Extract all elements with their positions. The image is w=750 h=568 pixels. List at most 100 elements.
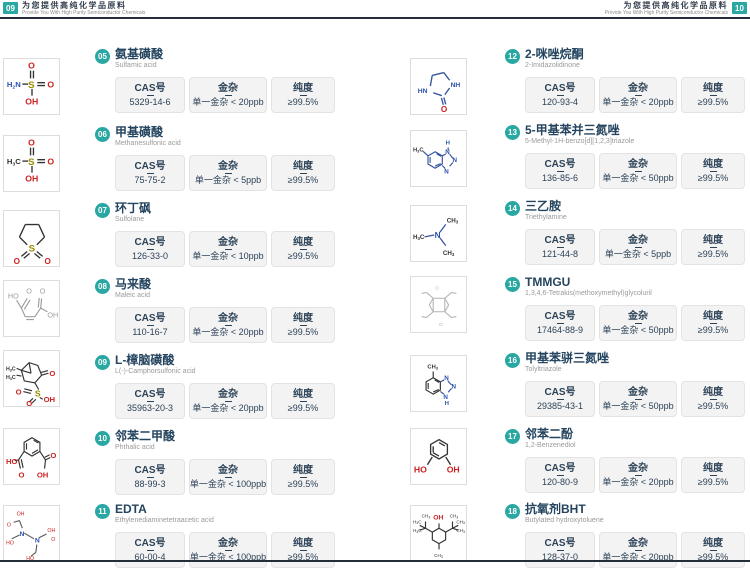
item-number-badge: 05 — [95, 49, 110, 64]
item-names: EDTA Ethylenediaminetetraacetic acid — [115, 503, 214, 525]
cas-label: CAS号 — [134, 464, 166, 476]
metal-impurity-box: 金杂 单一金杂 < 50ppb — [599, 153, 677, 189]
cas-value: 60-00-4 — [134, 551, 166, 562]
metal-value: 单一金杂 < 20ppb — [192, 96, 264, 107]
structure-edta: OH O HO OH O HO N N — [3, 505, 60, 562]
dash-divider — [556, 170, 564, 172]
structure-bht: OH H3C H3C CH3 CH3 CH3 CH3 CH3 — [410, 505, 467, 562]
purity-label: 纯度 — [293, 82, 313, 94]
structure-methylbenzotriazole: N N N H H3C — [410, 130, 467, 187]
dash-divider — [146, 248, 154, 250]
svg-text:OH: OH — [433, 514, 443, 521]
dash-divider — [556, 94, 564, 96]
item-names: 甲基苯骈三氮唑 Tolyltriazole — [525, 352, 609, 374]
svg-text:HO: HO — [413, 464, 426, 474]
item-header: 15 TMMGU 1,3,4,6-Tetrakis(methoxymethyl)gl… — [505, 276, 750, 298]
dash-divider — [146, 549, 154, 551]
cas-number-box: CAS号 128-37-0 — [525, 532, 595, 568]
svg-text:H: H — [445, 140, 449, 146]
dash-divider — [709, 474, 717, 476]
chemical-item-14: 14 三乙胺 Triethylamine CAS号 121-44-8 金杂 单一金杂 < 5… — [505, 200, 750, 265]
metal-value: 单一金杂 < 50ppb — [602, 400, 674, 411]
dash-divider — [299, 324, 307, 326]
purity-label: 纯度 — [703, 537, 723, 549]
svg-text:O: O — [39, 286, 45, 295]
item-names: 邻苯二甲酸 Phthalic acid — [115, 430, 175, 452]
dash-divider — [146, 400, 154, 402]
dash-divider — [556, 474, 564, 476]
item-header: 07 环丁砜 Sulfolane — [95, 202, 343, 224]
svg-text:O: O — [439, 322, 443, 328]
spec-boxes: CAS号 75-75-2 金杂 单一金杂 < 5ppb 纯度 ≥99.5% — [115, 155, 343, 191]
metal-value: 单一金杂 < 100ppb — [189, 551, 267, 562]
structure-camphorsulfonic-acid: H3C H3C O S O O OH — [3, 350, 60, 407]
purity-value: ≥99.5% — [287, 250, 319, 261]
dash-divider — [299, 549, 307, 551]
spec-boxes: CAS号 110-16-7 金杂 单一金杂 < 20ppb 纯度 ≥99.5% — [115, 307, 343, 343]
dash-divider — [299, 476, 307, 478]
svg-text:CH3: CH3 — [442, 250, 454, 257]
svg-text:CH3: CH3 — [456, 519, 465, 525]
dash-divider — [709, 246, 717, 248]
item-header: 10 邻苯二甲酸 Phthalic acid — [95, 430, 343, 452]
dash-divider — [146, 172, 154, 174]
purity-box: 纯度 ≥99.5% — [271, 77, 335, 113]
purity-label: 纯度 — [703, 310, 723, 322]
purity-box: 纯度 ≥99.5% — [681, 229, 745, 265]
purity-value: ≥99.5% — [287, 478, 319, 489]
chemical-item-07: 07 环丁砜 Sulfolane CAS号 126-33-0 金杂 单一金杂 < 10ppb… — [95, 202, 343, 267]
chemical-item-16: 16 甲基苯骈三氮唑 Tolyltriazole CAS号 29385-43-1 金杂 单一… — [505, 352, 750, 417]
purity-value: ≥99.5% — [697, 96, 729, 107]
cas-number-box: CAS号 35963-20-3 — [115, 383, 185, 419]
svg-text:CH3: CH3 — [421, 513, 430, 519]
dash-divider — [224, 94, 232, 96]
spec-boxes: CAS号 126-33-0 金杂 单一金杂 < 10ppb 纯度 ≥99.5% — [115, 231, 343, 267]
chemical-name-zh: 甲基磺酸 — [115, 125, 164, 139]
svg-text:N: N — [444, 168, 449, 175]
metal-value: 单一金杂 < 10ppb — [192, 250, 264, 261]
item-number-badge: 18 — [505, 504, 520, 519]
metal-impurity-box: 金杂 单一金杂 < 50ppb — [599, 305, 677, 341]
purity-value: ≥99.5% — [287, 402, 319, 413]
metal-impurity-box: 金杂 单一金杂 < 20ppb — [599, 457, 677, 493]
purity-box: 纯度 ≥99.5% — [681, 77, 745, 113]
purity-label: 纯度 — [293, 312, 313, 324]
purity-box: 纯度 ≥99.5% — [271, 155, 335, 191]
svg-text:N: N — [34, 537, 39, 544]
metal-label: 金杂 — [218, 160, 238, 172]
purity-label: 纯度 — [703, 462, 723, 474]
structure-phthalic-acid: HO O O OH — [3, 428, 60, 485]
dash-divider — [634, 549, 642, 551]
item-header: 14 三乙胺 Triethylamine — [505, 200, 750, 222]
svg-text:NH: NH — [450, 82, 460, 89]
purity-box: 纯度 ≥99.5% — [271, 231, 335, 267]
svg-text:O: O — [44, 257, 51, 266]
metal-label: 金杂 — [218, 312, 238, 324]
purity-box: 纯度 ≥99.5% — [681, 457, 745, 493]
cas-number-box: CAS号 17464-88-9 — [525, 305, 595, 341]
chemical-item-15: 15 TMMGU 1,3,4,6-Tetrakis(methoxymethyl)gl… — [505, 276, 750, 341]
item-number-badge: 08 — [95, 279, 110, 294]
metal-impurity-box: 金杂 单一金杂 < 100ppb — [189, 532, 267, 568]
structure-tolyltriazole: N N N H CH3 — [410, 355, 467, 412]
item-names: 环丁砜 Sulfolane — [115, 202, 151, 224]
svg-text:S: S — [28, 156, 35, 167]
purity-value: ≥99.5% — [697, 172, 729, 183]
chemical-name-en: Tolyltriazole — [525, 366, 562, 373]
page-number-left: 09 — [3, 2, 18, 14]
svg-text:N: N — [451, 383, 456, 390]
svg-text:O: O — [49, 369, 55, 378]
svg-text:O: O — [26, 286, 32, 295]
svg-text:N: N — [444, 375, 449, 382]
chemical-name-en: 1,3,4,6-Tetrakis(methoxymethyl)glycoluri… — [525, 290, 652, 297]
cas-label: CAS号 — [134, 388, 166, 400]
dash-divider — [556, 398, 564, 400]
item-number-badge: 12 — [505, 49, 520, 64]
svg-text:H3C: H3C — [412, 519, 421, 525]
purity-value: ≥99.5% — [287, 174, 319, 185]
svg-text:O: O — [15, 387, 21, 396]
svg-text:OH: OH — [25, 96, 38, 106]
metal-value: 单一金杂 < 20ppb — [602, 476, 674, 487]
cas-value: 29385-43-1 — [536, 400, 584, 411]
